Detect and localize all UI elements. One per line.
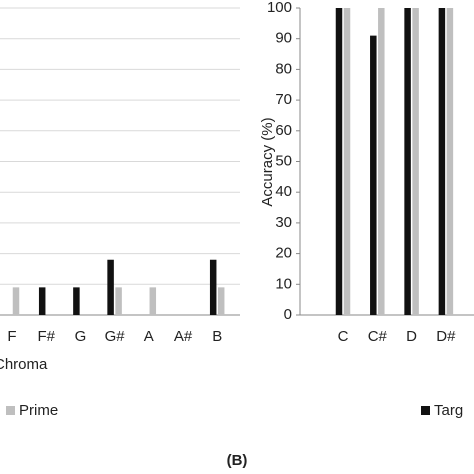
legend-label: Targ — [434, 402, 463, 419]
bar — [115, 287, 122, 315]
bar — [412, 8, 419, 315]
bar — [404, 8, 411, 315]
panel-label: (B) — [227, 452, 248, 469]
legend-label: Prime — [19, 402, 58, 419]
y-tick-label: 40 — [275, 183, 292, 200]
bar — [107, 259, 114, 315]
y-tick-label: 60 — [275, 122, 292, 139]
x-axis-title: Chroma — [0, 356, 48, 373]
x-tick-label: A# — [174, 328, 193, 345]
bar — [343, 8, 351, 315]
y-tick-label: 10 — [275, 275, 292, 292]
y-tick-label: 80 — [275, 60, 292, 77]
bar — [38, 287, 46, 315]
legend-swatch — [6, 406, 15, 415]
y-tick-label: 50 — [275, 152, 292, 169]
x-tick-label: D# — [436, 328, 456, 345]
bar — [149, 287, 157, 315]
bar — [446, 8, 454, 315]
y-tick-label: 30 — [275, 214, 292, 231]
x-tick-label: F — [7, 328, 16, 345]
x-tick-label: C — [338, 328, 349, 345]
x-tick-label: F# — [37, 328, 55, 345]
y-tick-label: 90 — [275, 30, 292, 47]
y-axis-title: Accuracy (%) — [259, 117, 276, 206]
x-tick-label: C# — [368, 328, 388, 345]
bar — [378, 8, 385, 315]
bar — [217, 287, 225, 315]
x-tick-label: B — [212, 328, 222, 345]
x-tick-label: G# — [105, 328, 126, 345]
bar — [12, 287, 20, 315]
bar — [73, 287, 80, 315]
x-tick-label: G — [75, 328, 87, 345]
y-tick-label: 20 — [275, 245, 292, 262]
bar — [209, 259, 217, 315]
bar — [335, 8, 343, 315]
legend-swatch — [421, 406, 430, 415]
x-tick-label: A — [144, 328, 154, 345]
bar — [370, 35, 377, 315]
y-tick-label: 0 — [284, 306, 292, 323]
y-tick-label: 70 — [275, 91, 292, 108]
y-tick-label: 100 — [267, 0, 292, 16]
x-tick-label: D — [406, 328, 417, 345]
bar — [438, 8, 446, 315]
